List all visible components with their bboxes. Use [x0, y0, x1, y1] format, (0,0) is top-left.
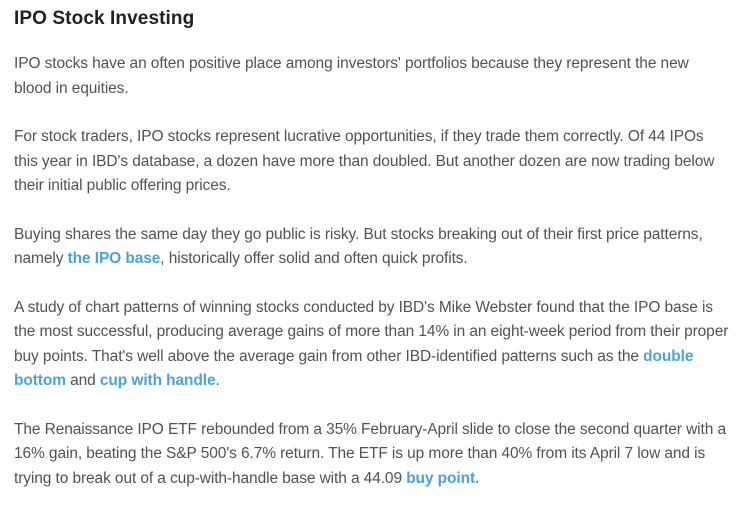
- paragraph: A study of chart patterns of winning sto…: [14, 296, 730, 394]
- paragraph: The Renaissance IPO ETF rebounded from a…: [14, 418, 730, 492]
- text-run: .: [475, 469, 480, 487]
- text-run: , historically offer solid and often qui…: [160, 250, 468, 267]
- article-heading: IPO Stock Investing: [14, 8, 195, 29]
- text-run: The Renaissance IPO ETF rebounded from a…: [14, 420, 726, 487]
- paragraph: For stock traders, IPO stocks represent …: [14, 125, 730, 199]
- text-run: IPO stocks have an often positive place …: [14, 55, 689, 97]
- text-run: and: [65, 372, 100, 389]
- inline-link[interactable]: cup with handle: [99, 372, 216, 389]
- paragraph: IPO stocks have an often positive place …: [14, 52, 730, 101]
- inline-link[interactable]: buy point: [406, 469, 476, 487]
- inline-link[interactable]: double bottom: [14, 347, 694, 390]
- text-run: For stock traders, IPO stocks represent …: [14, 128, 715, 194]
- article-body: IPO stocks have an often positive place …: [14, 52, 730, 491]
- text-run: Buying shares the same day they go publi…: [14, 225, 703, 268]
- inline-link[interactable]: the IPO base: [67, 250, 161, 267]
- text-run: A study of chart patterns of winning sto…: [14, 298, 729, 365]
- paragraph: Buying shares the same day they go publi…: [14, 223, 730, 272]
- article: IPO Stock Investing IPO stocks have an o…: [14, 8, 730, 491]
- text-run: .: [215, 372, 220, 389]
